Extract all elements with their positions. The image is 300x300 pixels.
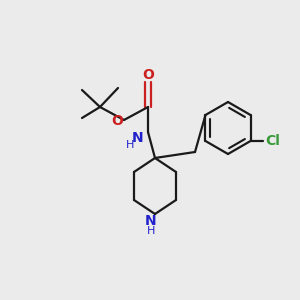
Text: O: O [111,114,123,128]
Text: Cl: Cl [265,134,280,148]
Text: H: H [147,226,155,236]
Text: H: H [126,140,134,150]
Text: N: N [132,131,144,145]
Text: O: O [142,68,154,82]
Text: N: N [145,214,157,228]
